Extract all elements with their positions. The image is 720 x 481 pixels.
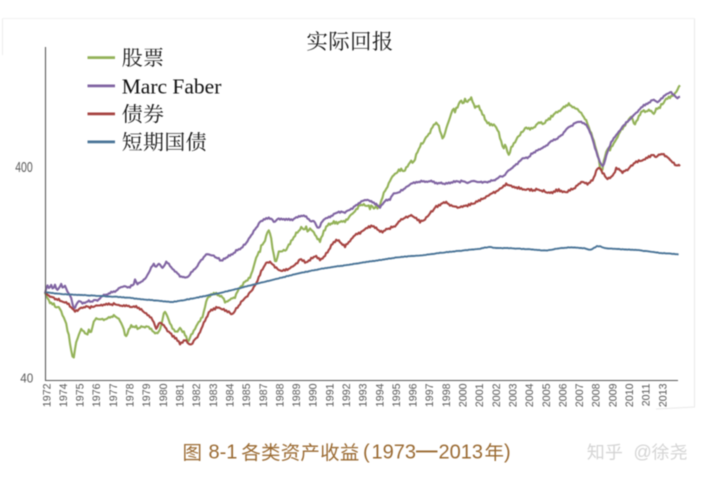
svg-text:2008: 2008 [591, 383, 603, 407]
svg-text:1973: 1973 [372, 442, 417, 464]
svg-text:40: 40 [20, 371, 33, 386]
svg-text:1997: 1997 [424, 383, 436, 407]
svg-text:Marc Faber: Marc Faber [122, 74, 222, 98]
svg-text:1981: 1981 [175, 383, 187, 407]
svg-text:(: ( [363, 442, 370, 464]
svg-text:1996: 1996 [408, 383, 420, 407]
svg-text:2006: 2006 [557, 383, 569, 407]
svg-text:2003: 2003 [508, 383, 520, 407]
svg-text:2002: 2002 [491, 383, 503, 407]
svg-text:1978: 1978 [125, 383, 137, 407]
svg-text:2005: 2005 [541, 383, 553, 407]
svg-text:1991: 1991 [324, 383, 336, 407]
svg-text:2009: 2009 [607, 383, 619, 407]
svg-text:400: 400 [15, 159, 33, 176]
svg-text:1983: 1983 [208, 383, 220, 407]
svg-text:1977: 1977 [108, 383, 120, 407]
svg-text:1998: 1998 [441, 383, 453, 407]
svg-text:1987: 1987 [258, 383, 270, 407]
svg-text:1972: 1972 [41, 383, 53, 407]
svg-text:1979: 1979 [141, 383, 153, 407]
svg-text:1990: 1990 [308, 383, 320, 407]
svg-text:2013: 2013 [657, 383, 669, 407]
svg-text:8-1: 8-1 [209, 442, 238, 464]
svg-text:2013: 2013 [439, 442, 484, 464]
svg-text:1992: 1992 [341, 383, 353, 407]
svg-text:2004: 2004 [524, 383, 536, 407]
svg-text:1980: 1980 [158, 383, 170, 407]
svg-text:): ) [504, 442, 511, 464]
svg-text:2010: 2010 [624, 383, 636, 407]
svg-text:2007: 2007 [574, 383, 586, 407]
svg-text:1976: 1976 [91, 383, 103, 407]
svg-text:1982: 1982 [191, 383, 203, 407]
svg-text:1984: 1984 [224, 383, 236, 407]
svg-text:2000: 2000 [458, 383, 470, 407]
svg-text:1975: 1975 [75, 383, 87, 407]
svg-text:1995: 1995 [391, 383, 403, 407]
svg-text:1974: 1974 [58, 383, 70, 407]
svg-text:1985: 1985 [241, 383, 253, 407]
svg-text:@: @ [634, 442, 652, 462]
svg-text:2001: 2001 [474, 383, 486, 407]
svg-text:2011: 2011 [641, 383, 653, 406]
svg-text:1993: 1993 [358, 383, 370, 407]
svg-text:1994: 1994 [374, 383, 386, 407]
svg-text:1989: 1989 [291, 383, 303, 407]
svg-text:1988: 1988 [274, 383, 286, 407]
